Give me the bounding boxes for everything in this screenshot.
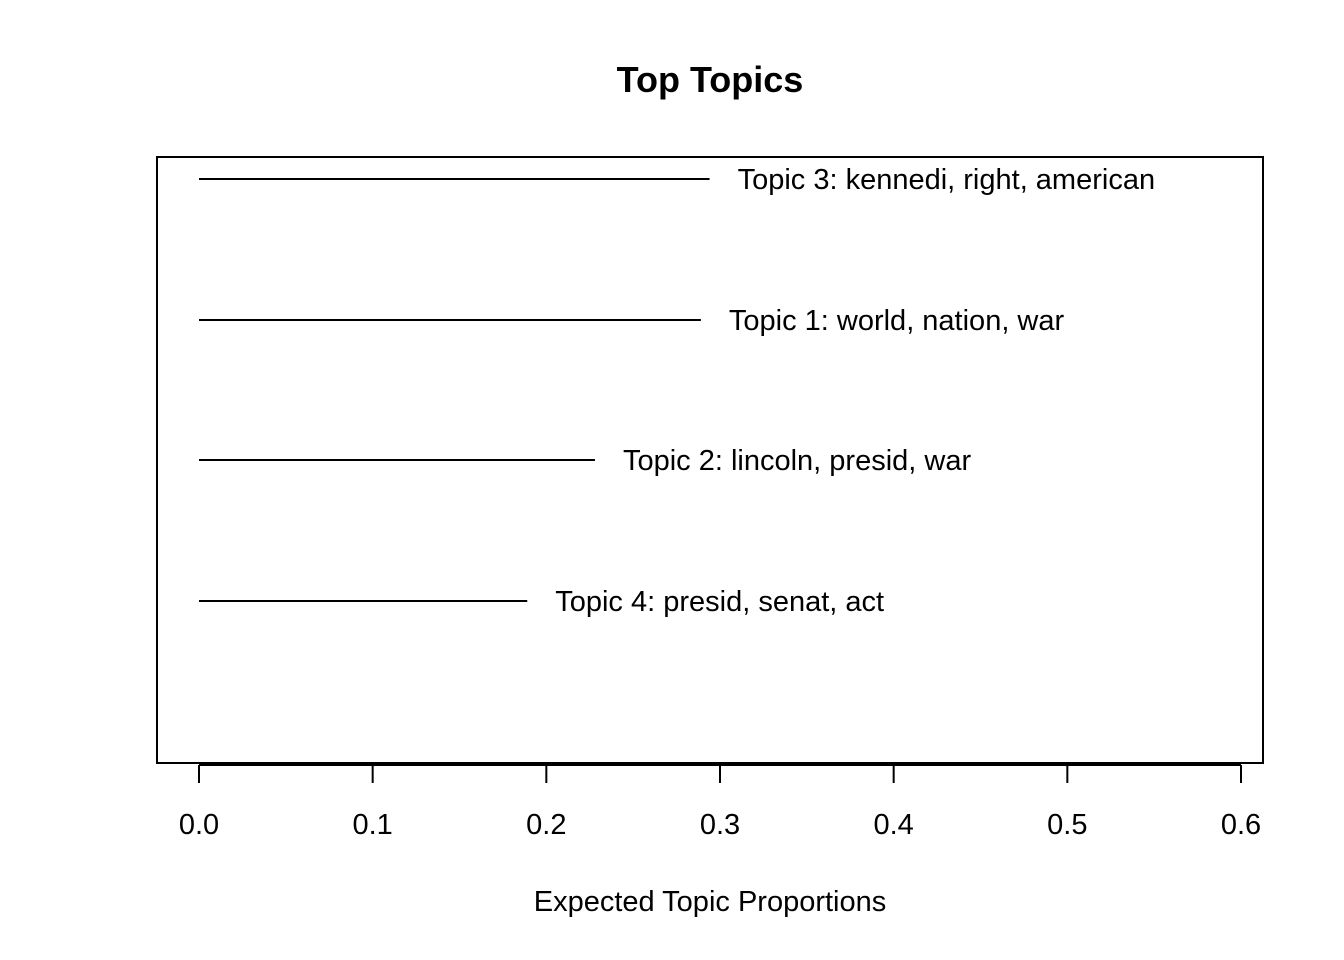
topic-label-1: Topic 3: kennedi, right, american bbox=[738, 164, 1156, 196]
x-tick-label-2: 0.2 bbox=[526, 809, 566, 841]
x-tick-label-0: 0.0 bbox=[179, 809, 219, 841]
topic-label-4: Topic 4: presid, senat, act bbox=[555, 586, 884, 618]
topic-label-3: Topic 2: lincoln, presid, war bbox=[623, 445, 971, 477]
x-tick-label-5: 0.5 bbox=[1047, 809, 1087, 841]
topic-label-2: Topic 1: world, nation, war bbox=[729, 305, 1065, 337]
x-tick-label-3: 0.3 bbox=[700, 809, 740, 841]
x-tick-label-4: 0.4 bbox=[874, 809, 914, 841]
x-tick-label-1: 0.1 bbox=[353, 809, 393, 841]
x-axis-title: Expected Topic Proportions bbox=[534, 886, 887, 918]
x-tick-label-6: 0.6 bbox=[1221, 809, 1261, 841]
plot-frame bbox=[156, 156, 1264, 764]
chart-title: Top Topics bbox=[617, 59, 804, 100]
bars-layer: Topic 3: kennedi, right, american Topic 1… bbox=[199, 164, 1155, 618]
x-axis: 0.0 0.1 0.2 0.3 0.4 0.5 0.6 bbox=[179, 764, 1261, 841]
